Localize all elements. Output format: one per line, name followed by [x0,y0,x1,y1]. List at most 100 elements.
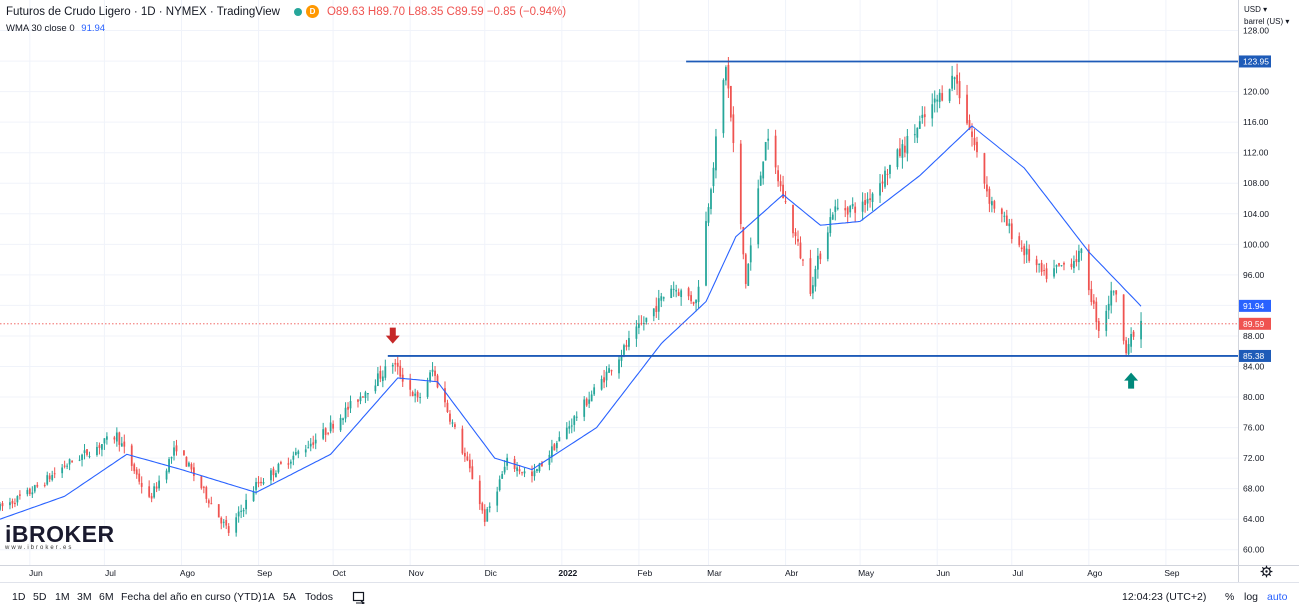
candle-body [270,470,272,481]
x-tick-label: Sep [257,568,272,578]
candle-body [1058,263,1060,266]
candle-body [463,452,466,457]
candle [680,288,683,306]
candle [71,459,73,463]
candle [968,114,971,131]
candle-body [642,323,645,325]
candle [1003,211,1006,223]
candle-body [864,200,867,205]
candle [662,296,665,302]
candle [916,127,919,144]
candle [749,237,752,271]
range-1d[interactable]: 1D [12,591,26,603]
x-tick-label: Abr [785,568,798,578]
range-5a[interactable]: 5A [283,591,296,603]
candle-body [1097,321,1100,331]
candle-body [175,445,178,452]
candle [66,463,69,470]
candle-body [836,207,839,210]
y-tick-label: 112.00 [1243,148,1269,158]
candle-body [468,459,471,469]
candle-body [990,201,993,206]
auto-toggle[interactable]: auto [1267,591,1288,603]
grid [0,0,1238,565]
candle-body [449,413,451,422]
symbol-title[interactable]: Futuros de Crudo Ligero · 1D · NYMEX · T… [6,5,280,18]
x-tick-label: Jul [105,568,116,578]
range-5d[interactable]: 5D [33,591,47,603]
candle [1112,290,1115,296]
candle-body [550,446,553,458]
candle-body [396,362,399,367]
clock[interactable]: 12:04:23 (UTC+2) [1122,591,1207,603]
candle [565,422,568,440]
candle-body [190,464,193,470]
candle [120,436,123,447]
range-ytd[interactable]: Fecha del año en curso (YTD) [121,591,262,603]
candle-body [150,496,153,499]
compare-icon[interactable] [352,591,366,604]
candle [359,392,362,405]
candle-body [767,138,770,141]
range-1m[interactable]: 1M [55,591,70,603]
candle-body [1115,290,1118,295]
candle [36,482,39,488]
candle-body [185,456,188,467]
y-tick-label: 72.00 [1243,453,1265,463]
candle [941,85,944,102]
candle-body [1073,261,1075,269]
candle [31,486,34,498]
candle-body [762,161,765,179]
candle-body [936,99,939,102]
percent-toggle[interactable]: % [1225,591,1235,603]
candle-body [677,292,680,296]
candle [138,468,141,485]
candle [339,414,342,432]
candle-body [123,441,126,447]
candle [1105,305,1108,337]
candle-body [797,238,799,242]
candle [115,427,118,447]
candle-body [61,467,64,474]
candle [409,373,412,397]
candle-body [26,490,29,495]
range-3m[interactable]: 3M [77,591,92,603]
candle [938,89,941,109]
candle-body [431,369,434,372]
candle [289,459,292,469]
candle [575,411,578,421]
gear-icon[interactable] [1260,565,1273,578]
price-tag-label: 123.95 [1243,56,1269,66]
candle [451,419,454,428]
candle-body [518,469,521,472]
candle-body [202,486,205,488]
candle-body [573,416,576,425]
candle [834,199,837,221]
log-toggle[interactable]: log [1244,591,1259,603]
candle [1132,330,1135,340]
candle-body [381,376,384,382]
candle-body [225,520,228,526]
candle [1005,209,1008,226]
candle-body [287,463,290,465]
candle-body [347,406,349,410]
candle [135,467,138,479]
range-all[interactable]: Todos [305,591,334,603]
candle [18,490,21,500]
candle-body [759,175,762,186]
candle-body [1040,262,1043,272]
candle [623,343,625,358]
candle-body [478,480,481,505]
candle [814,265,817,292]
candle [608,364,610,373]
indicator-legend[interactable]: WMA 30 close 0 91.94 [6,23,105,34]
range-1a[interactable]: 1A [262,591,275,603]
candle [1070,258,1073,270]
candle-body [655,306,658,312]
currency-unit-selector[interactable]: USD ▾ barrel (US) ▾ [1244,4,1289,28]
candle-body [466,456,469,461]
candle-body [314,439,317,444]
range-6m[interactable]: 6M [99,591,114,603]
candle-body [359,396,362,402]
